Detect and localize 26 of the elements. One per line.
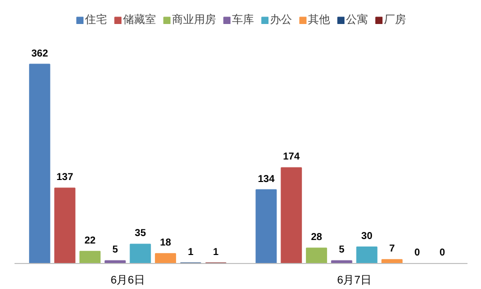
data-label: 7 [389, 244, 396, 255]
data-label: 1 [213, 246, 220, 258]
legend-label: 厂房 [384, 12, 406, 27]
legend-label: 其他 [308, 13, 330, 27]
legend-label: 商业用房 [172, 12, 216, 27]
data-label: 0 [440, 248, 446, 258]
data-label: 137 [56, 172, 74, 184]
data-label: 362 [31, 48, 48, 60]
data-label: 35 [134, 228, 146, 240]
data-label: 22 [84, 235, 96, 246]
legend-label: 办公 [270, 13, 292, 27]
data-label: 134 [258, 174, 275, 185]
legend-label: 住宅 [85, 12, 107, 27]
data-label: 28 [310, 232, 322, 244]
data-label: 0 [414, 248, 420, 258]
x-tick-label: 6月6日 [110, 274, 145, 286]
data-label: 30 [361, 230, 373, 242]
legend-label: 储藏室 [123, 12, 156, 27]
legend-label: 车库 [232, 12, 254, 27]
data-label: 18 [160, 238, 172, 249]
data-label: 174 [282, 152, 300, 163]
legend-label: 公寓 [346, 12, 368, 27]
x-tick-label: 6月7日 [337, 274, 372, 286]
data-label: 5 [112, 244, 118, 256]
data-label: 1 [188, 246, 194, 258]
data-label: 5 [338, 244, 345, 256]
